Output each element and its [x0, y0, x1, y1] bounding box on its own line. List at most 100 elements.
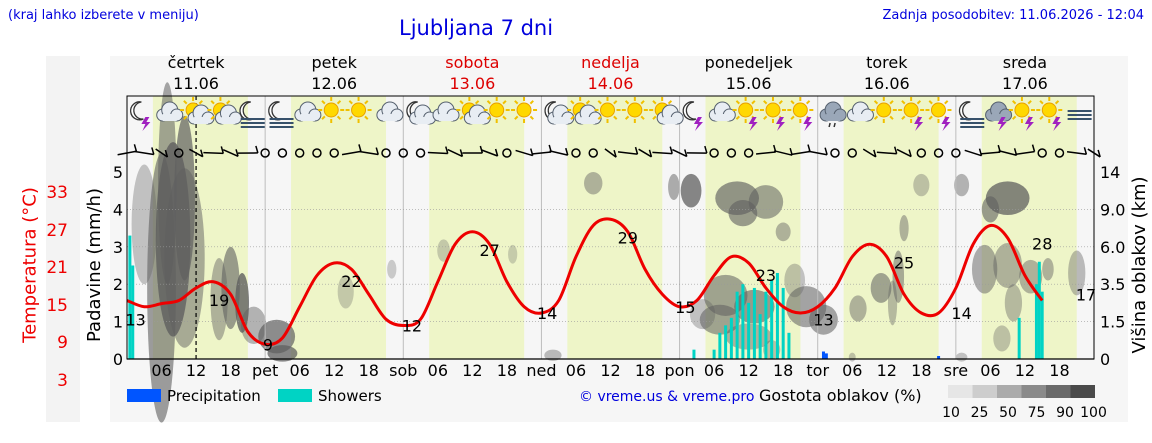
daylight-band [291, 96, 387, 359]
sun-ray [348, 115, 353, 120]
wind-barb [359, 150, 379, 156]
moon-storm-icon [130, 101, 151, 131]
x-tick-label: tor [806, 361, 829, 380]
cloud-blob [809, 304, 838, 335]
wind-barb [481, 149, 498, 157]
sun-cloud-icon [649, 97, 684, 125]
precip-tick-label: 0 [113, 350, 123, 369]
day-name: nedelja [581, 53, 640, 72]
sun-icon [759, 97, 786, 123]
day-date: 12.06 [311, 74, 357, 93]
sun-ray [763, 100, 768, 105]
sun-ray [597, 115, 602, 120]
wind-barb [774, 150, 793, 156]
cloud-part [194, 117, 209, 124]
wind-barb [155, 148, 168, 158]
sun-icon [898, 97, 925, 123]
wind-barb [876, 151, 897, 155]
cloud-part [415, 117, 430, 124]
showers-bar [1034, 284, 1038, 359]
moon-cloud-icon [544, 101, 575, 125]
precipitation-bar [821, 351, 825, 359]
wind-calm [588, 148, 598, 158]
wind-calm [1054, 148, 1065, 158]
wind-calm [1037, 148, 1047, 158]
sun-icon [1008, 97, 1035, 123]
sun-disc [627, 102, 643, 118]
sun-ray [475, 100, 480, 105]
sun-ray [529, 100, 534, 105]
sun-ray [529, 115, 534, 120]
wind-barb-flag [445, 146, 449, 154]
sun-ray [585, 100, 591, 105]
cloud-blob [680, 173, 702, 208]
showers-bar [128, 235, 132, 359]
temperature-tick-label: 9 [57, 333, 68, 354]
sun-icon [483, 97, 510, 123]
wind-barb [672, 148, 688, 158]
x-tick-label: 18 [359, 361, 379, 380]
precip-tick-label: 4 [113, 200, 123, 219]
temperature-label: 12 [402, 317, 422, 336]
temperature-label: 14 [537, 304, 557, 323]
sun-icon [345, 97, 372, 123]
cloud-part [300, 114, 315, 121]
cloud-height-tick-label: 0 [1100, 350, 1110, 369]
sun-ray [763, 115, 768, 120]
wind-barb-flag [133, 144, 138, 152]
precip-tick-label: 5 [113, 163, 123, 182]
temperature-label: 23 [756, 266, 776, 285]
cloud-part [553, 117, 568, 124]
sun-cloud-icon [567, 97, 602, 125]
sun-storm-icon [925, 97, 952, 131]
cloud-icon [294, 101, 322, 122]
wind-barb-flag [375, 147, 379, 155]
showers-bar [770, 280, 774, 359]
wind-barb [980, 151, 1001, 155]
wind-barb-flag [479, 145, 484, 154]
showers-bar [781, 287, 785, 359]
day-date: 14.06 [588, 74, 634, 93]
temperature-label: 28 [1032, 235, 1052, 254]
cloud-icon [656, 104, 684, 125]
wind-calm [174, 148, 184, 158]
sun-icon [1036, 97, 1063, 123]
cloud-blob [775, 222, 791, 242]
wind-barb-flag [164, 149, 169, 158]
x-tick-label: pon [665, 361, 695, 380]
wind-barb-flag [1097, 149, 1101, 158]
cloud-blob [267, 345, 298, 362]
rain-drop [833, 122, 836, 128]
x-tick-label: 06 [566, 361, 586, 380]
cloud-icon [376, 101, 404, 122]
cloud-icon [432, 101, 460, 122]
sun-ray [210, 100, 215, 105]
sun-ray [624, 100, 630, 105]
wind-calm [312, 148, 322, 158]
cloud-part [382, 114, 397, 121]
cloud-part [581, 117, 596, 124]
wind-barb-flag [684, 149, 688, 157]
showers-bar [729, 317, 733, 359]
moon-fog-icon [239, 101, 265, 128]
sun-ray [597, 100, 602, 105]
wind-barb-flag [634, 146, 639, 155]
sun-icon [870, 97, 897, 123]
wind-barb-flag [824, 147, 828, 155]
precip-ticks: 0 1 2 3 4 5 [113, 163, 123, 369]
temperature-tick-label: 15 [46, 295, 68, 316]
temperature-label: 19 [209, 291, 229, 310]
day-date: 13.06 [449, 74, 495, 93]
cloud-icon [819, 101, 847, 122]
location-hint[interactable]: (kraj lahko izberete v meniju) [8, 8, 199, 23]
temperature-label: 9 [263, 335, 273, 354]
wind-calm [260, 148, 270, 158]
sun-disc [930, 102, 946, 118]
wind-calm [743, 148, 754, 158]
wind-barb [808, 150, 828, 156]
sun-ray [226, 100, 231, 105]
cloud-icon [846, 101, 874, 122]
sun-disc [1041, 102, 1057, 118]
lightning-icon [914, 117, 924, 131]
precipitation-legend-label: Precipitation [167, 387, 261, 405]
